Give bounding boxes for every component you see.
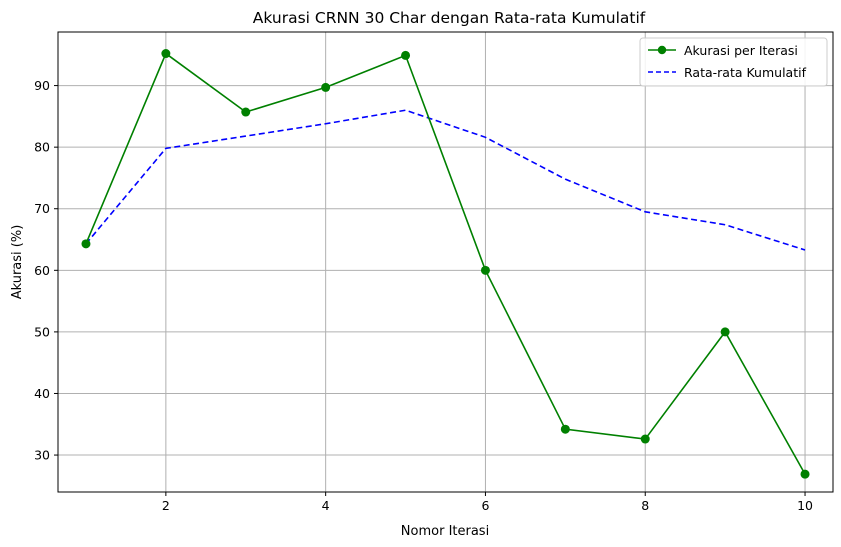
data-point (800, 469, 810, 479)
data-point (241, 107, 251, 117)
y-axis: 30 40 50 60 70 80 90 (34, 78, 58, 463)
y-tick-label: 70 (34, 201, 50, 216)
y-tick-label: 80 (34, 140, 50, 155)
y-tick-label: 40 (34, 386, 50, 401)
x-tick-label: 4 (322, 498, 330, 513)
legend: Akurasi per Iterasi Rata-rata Kumulatif (639, 37, 828, 87)
data-point (640, 434, 650, 444)
data-point (560, 424, 570, 434)
x-tick-label: 6 (481, 498, 489, 513)
data-point (480, 265, 490, 275)
legend-label-cumulative: Rata-rata Kumulatif (684, 65, 807, 80)
x-axis: 2 4 6 8 10 (162, 492, 813, 513)
chart-title: Akurasi CRNN 30 Char dengan Rata-rata Ku… (253, 9, 646, 27)
data-point (720, 327, 730, 337)
series-line-cumulative (85, 109, 806, 251)
plot-frame (57, 31, 834, 493)
y-tick-label: 60 (34, 263, 50, 278)
legend-box (639, 37, 828, 87)
legend-marker-accuracy (657, 45, 667, 55)
data-point (161, 49, 171, 59)
data-point (401, 50, 411, 60)
grid (58, 32, 833, 492)
data-point (321, 82, 331, 92)
series-line-accuracy (85, 52, 806, 475)
plot-area (81, 49, 810, 479)
y-tick-label: 50 (34, 324, 50, 339)
x-tick-label: 2 (162, 498, 170, 513)
data-point (81, 239, 91, 249)
x-axis-label: Nomor Iterasi (401, 524, 489, 539)
y-tick-label: 90 (34, 78, 50, 93)
x-tick-label: 10 (797, 498, 813, 513)
y-tick-label: 30 (34, 448, 50, 463)
legend-label-accuracy: Akurasi per Iterasi (684, 43, 798, 58)
x-tick-label: 8 (641, 498, 649, 513)
y-axis-label: Akurasi (%) (10, 225, 25, 300)
